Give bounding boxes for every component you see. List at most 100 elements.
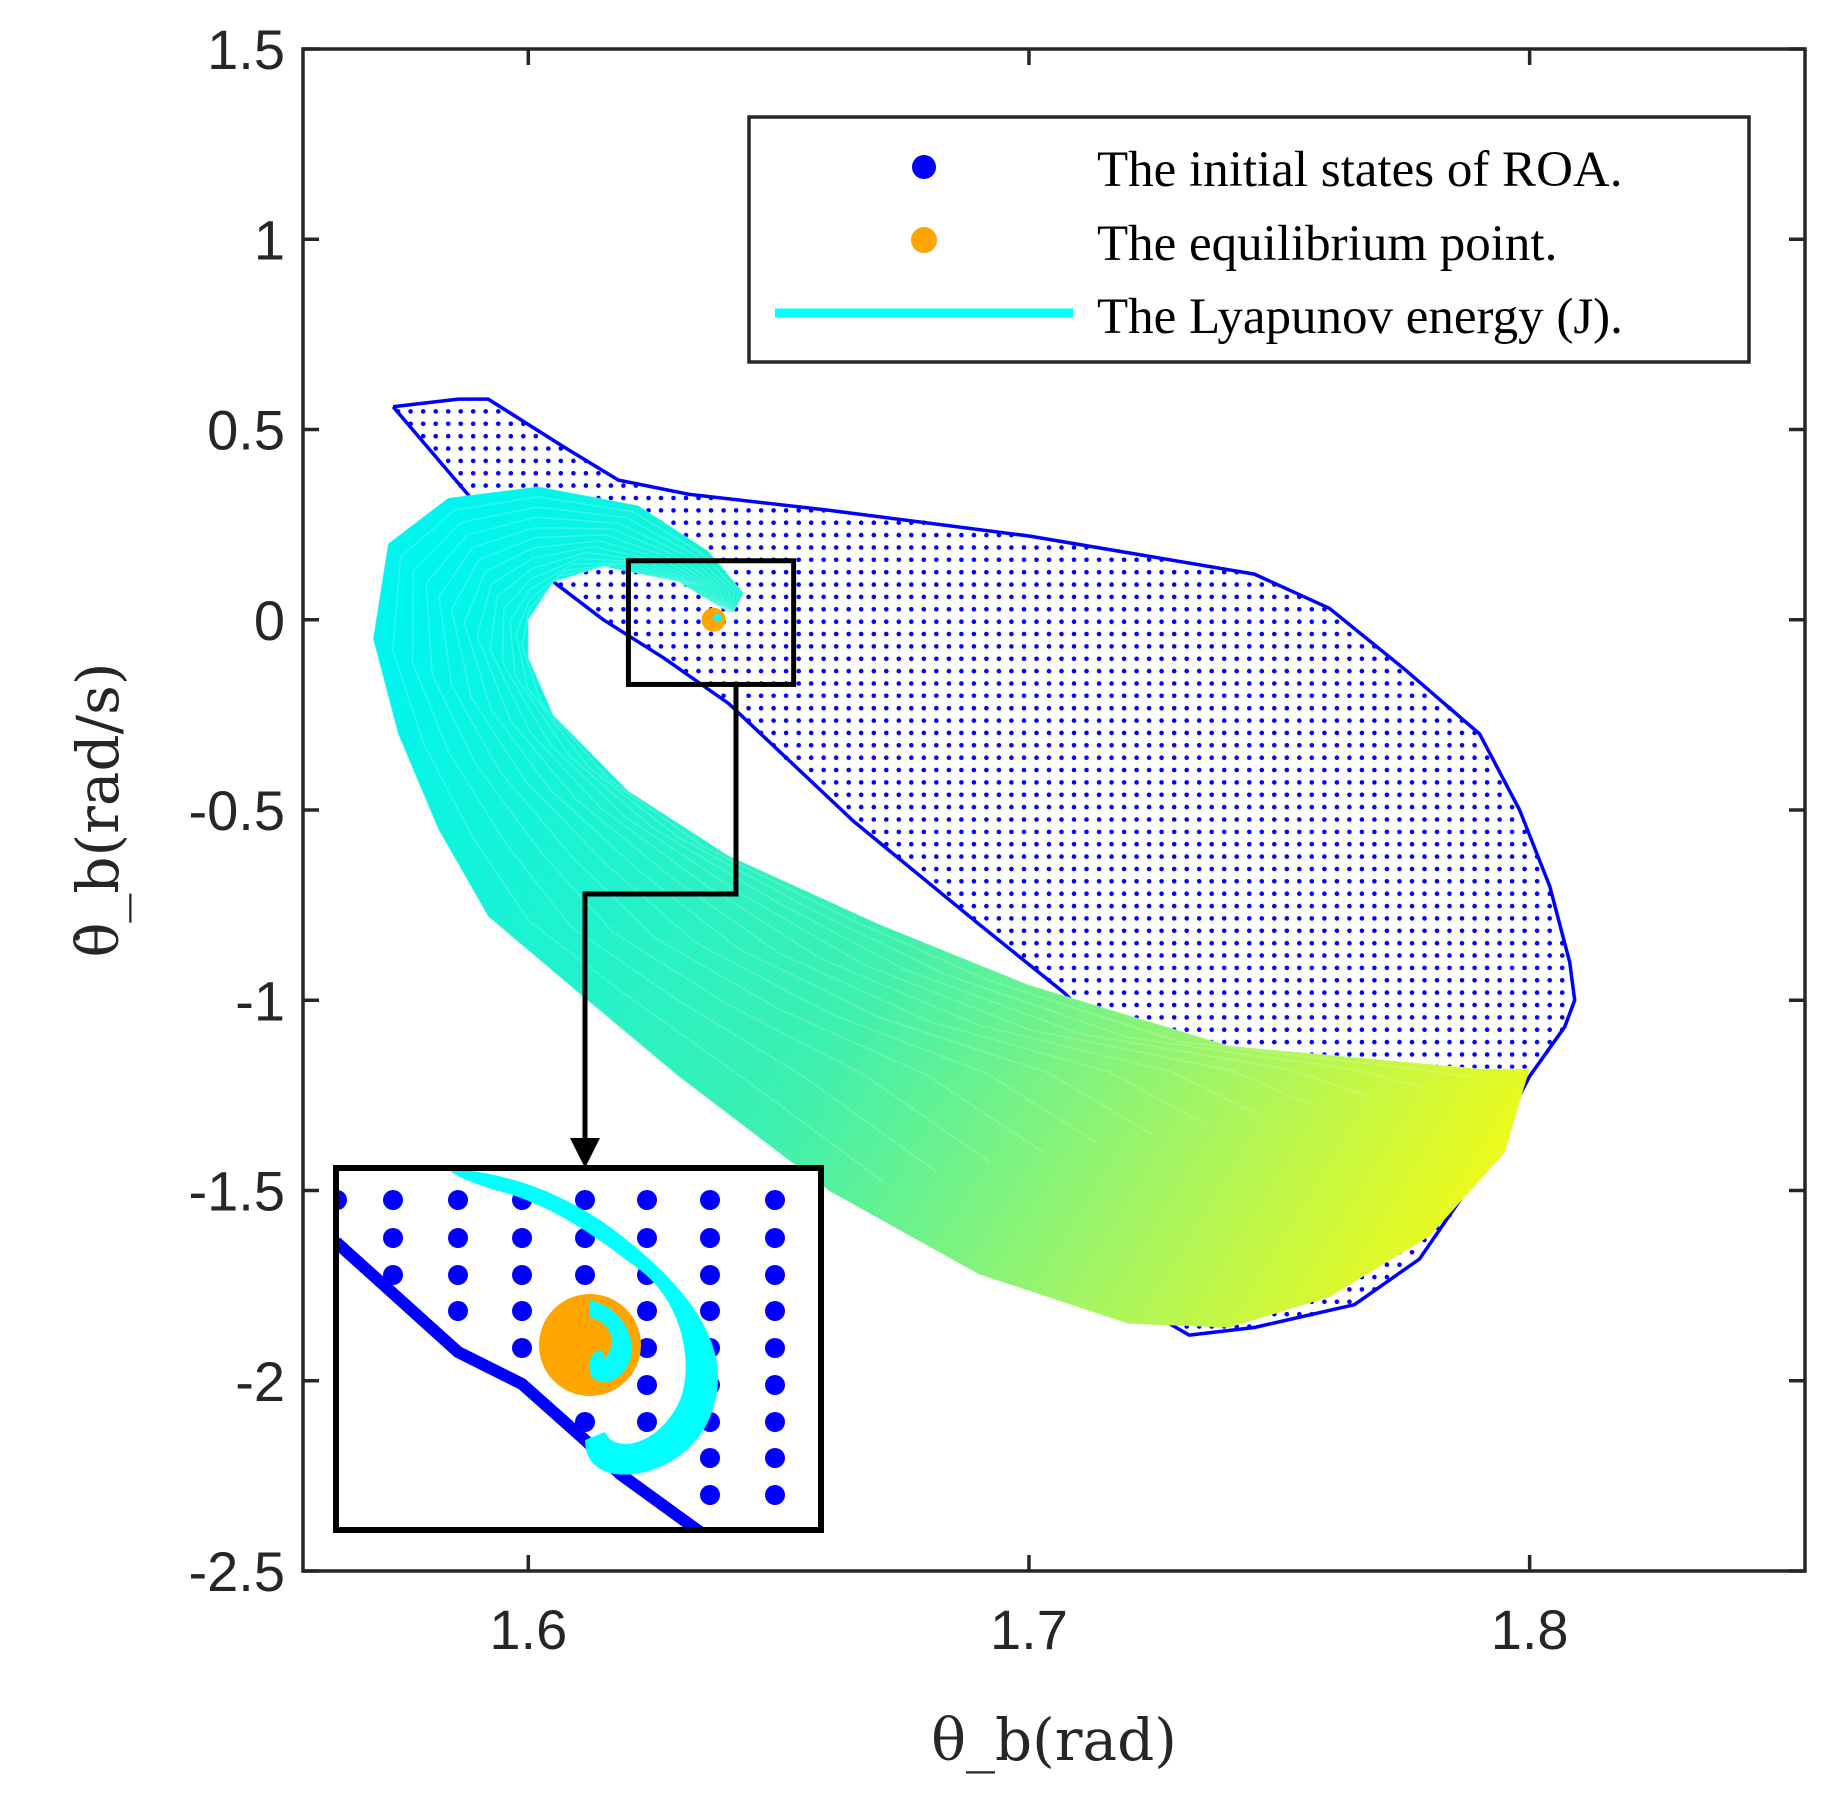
roa-initial-state-dot <box>746 619 751 624</box>
roa-initial-state-dot <box>959 656 964 662</box>
roa-initial-state-dot <box>571 458 576 464</box>
roa-initial-state-dot <box>746 693 751 699</box>
roa-initial-state-dot <box>833 792 839 798</box>
roa-initial-state-dot <box>1071 879 1077 884</box>
roa-initial-state-dot <box>909 607 914 612</box>
roa-initial-state-dot <box>971 619 977 624</box>
roa-initial-state-dot <box>1021 607 1027 612</box>
roa-initial-state-dot <box>546 483 551 488</box>
zoom-roa-dot <box>637 1228 657 1248</box>
roa-initial-state-dot <box>1184 891 1189 896</box>
roa-initial-state-dot <box>1447 718 1452 723</box>
roa-initial-state-dot <box>1397 780 1402 785</box>
roa-initial-state-dot <box>984 755 989 760</box>
roa-initial-state-dot <box>1196 940 1202 946</box>
roa-initial-state-dot <box>1034 619 1039 624</box>
roa-initial-state-dot <box>1121 780 1127 785</box>
roa-initial-state-dot <box>1509 965 1515 971</box>
roa-initial-state-dot <box>1159 940 1164 946</box>
roa-initial-state-dot <box>1109 903 1114 909</box>
roa-initial-state-dot <box>1071 854 1077 859</box>
roa-initial-state-dot <box>909 532 914 538</box>
roa-initial-state-dot <box>1372 681 1377 686</box>
roa-initial-state-dot <box>708 520 714 525</box>
roa-initial-state-dot <box>1021 903 1027 909</box>
roa-initial-state-dot <box>1297 916 1302 921</box>
roa-initial-state-dot <box>1071 705 1077 711</box>
roa-initial-state-dot <box>1084 668 1089 674</box>
roa-initial-state-dot <box>1159 891 1164 896</box>
roa-initial-state-dot <box>1159 792 1164 798</box>
roa-initial-state-dot <box>1221 668 1227 674</box>
roa-initial-state-dot <box>1409 1027 1415 1032</box>
roa-initial-state-dot <box>1397 866 1402 872</box>
roa-initial-state-dot <box>1272 978 1277 983</box>
roa-initial-state-dot <box>458 471 464 476</box>
roa-initial-state-dot <box>1497 792 1502 798</box>
roa-initial-state-dot <box>984 668 989 674</box>
roa-initial-state-dot <box>1134 730 1139 736</box>
roa-initial-state-dot <box>1522 1015 1527 1020</box>
roa-initial-state-dot <box>1384 705 1390 711</box>
roa-initial-state-dot <box>959 594 964 600</box>
roa-initial-state-dot <box>1046 718 1052 723</box>
roa-initial-state-dot <box>821 743 826 748</box>
roa-initial-state-dot <box>1221 953 1227 958</box>
roa-initial-state-dot <box>1134 978 1139 983</box>
roa-initial-state-dot <box>708 545 714 550</box>
zoom-inset-frame <box>333 1165 824 1533</box>
roa-initial-state-dot <box>833 631 839 637</box>
roa-initial-state-dot <box>796 582 801 587</box>
roa-initial-state-dot <box>1247 940 1252 946</box>
roa-initial-state-dot <box>1284 792 1290 798</box>
roa-initial-state-dot <box>934 829 939 835</box>
roa-initial-state-dot <box>959 804 964 810</box>
roa-initial-state-dot <box>1522 1027 1527 1032</box>
roa-initial-state-dot <box>1021 743 1027 748</box>
roa-initial-state-dot <box>1459 1027 1465 1032</box>
roa-initial-state-dot <box>921 705 927 711</box>
roa-initial-state-dot <box>1309 767 1315 773</box>
roa-initial-state-dot <box>683 656 689 662</box>
roa-initial-state-dot <box>946 557 952 563</box>
roa-initial-state-dot <box>1121 928 1127 934</box>
legend-roa-label: The initial states of ROA. <box>1097 142 1623 198</box>
roa-initial-state-dot <box>1272 668 1277 674</box>
roa-initial-state-dot <box>1309 668 1315 674</box>
roa-initial-state-dot <box>1472 903 1477 909</box>
roa-initial-state-dot <box>1046 619 1052 624</box>
roa-initial-state-dot <box>1096 718 1102 723</box>
roa-initial-state-dot <box>1184 841 1189 847</box>
roa-initial-state-dot <box>971 668 977 674</box>
roa-initial-state-dot <box>1397 767 1402 773</box>
roa-initial-state-dot <box>1497 780 1502 785</box>
roa-initial-state-dot <box>621 594 626 600</box>
roa-initial-state-dot <box>1284 841 1290 847</box>
roa-initial-state-dot <box>1334 1015 1340 1020</box>
roa-initial-state-dot <box>1134 879 1139 884</box>
roa-initial-state-dot <box>1234 879 1239 884</box>
roa-initial-state-dot <box>959 792 964 798</box>
roa-initial-state-dot <box>1547 965 1552 971</box>
roa-initial-state-dot <box>1334 1039 1340 1045</box>
roa-initial-state-dot <box>1059 569 1064 575</box>
roa-initial-state-dot <box>1509 1052 1515 1057</box>
roa-initial-state-dot <box>1146 705 1152 711</box>
roa-initial-state-dot <box>946 619 952 624</box>
roa-initial-state-dot <box>1209 990 1214 995</box>
roa-initial-state-dot <box>1146 866 1152 872</box>
legend: The initial states of ROA. The equilibri… <box>747 115 1751 364</box>
roa-initial-state-dot <box>1146 693 1152 699</box>
roa-initial-state-dot <box>1284 644 1290 649</box>
roa-initial-state-dot <box>1221 780 1227 785</box>
roa-initial-state-dot <box>1034 730 1039 736</box>
roa-initial-state-dot <box>783 730 789 736</box>
roa-initial-state-dot <box>1159 743 1164 748</box>
roa-initial-state-dot <box>1272 693 1277 699</box>
roa-initial-state-dot <box>959 582 964 587</box>
roa-initial-state-dot <box>921 569 927 575</box>
roa-initial-state-dot <box>1347 718 1352 723</box>
roa-initial-state-dot <box>771 668 776 674</box>
roa-initial-state-dot <box>1359 891 1365 896</box>
roa-initial-state-dot <box>1272 841 1277 847</box>
